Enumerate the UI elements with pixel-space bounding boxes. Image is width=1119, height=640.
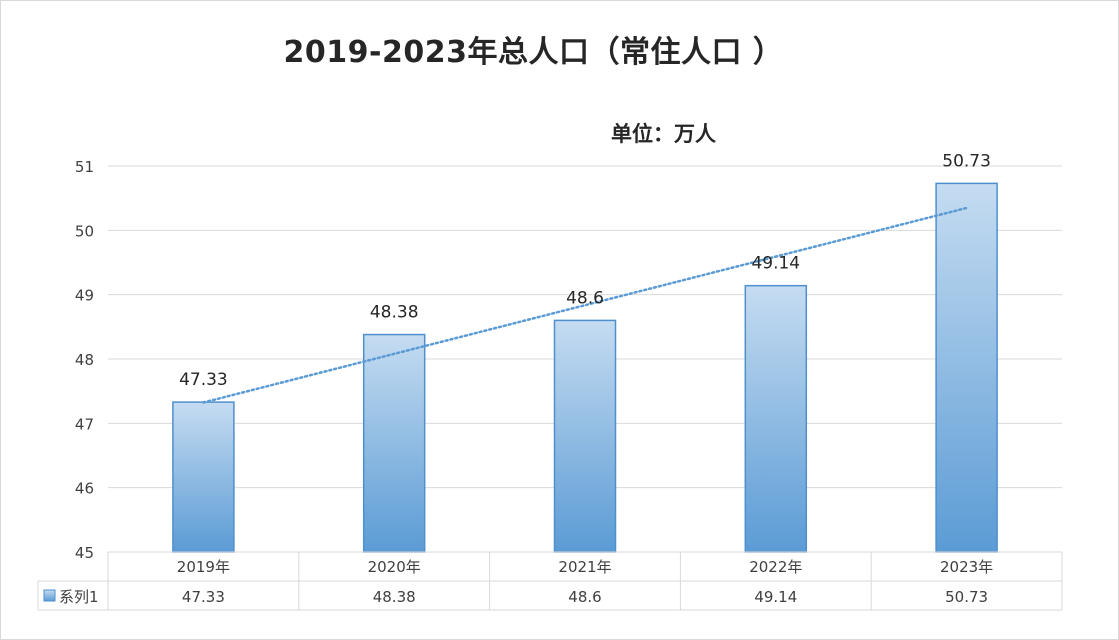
y-tick-label: 51 (75, 158, 94, 176)
chart-title: 2019-2023年总人口（常住人口 ） (283, 35, 784, 70)
bar (553, 319, 617, 553)
data-label: 47.33 (179, 370, 228, 390)
x-category-label: 2020年 (368, 558, 421, 576)
data-label: 48.38 (370, 303, 419, 323)
table-value: 49.14 (754, 588, 797, 606)
y-tick-label: 46 (75, 480, 94, 498)
bar (935, 182, 998, 553)
data-label: 49.14 (751, 254, 800, 274)
series-name: 系列1 (59, 588, 99, 606)
y-tick-label: 45 (75, 544, 94, 562)
y-tick-label: 50 (75, 222, 94, 240)
bar (362, 333, 426, 553)
legend-key (43, 589, 56, 602)
table-value: 48.6 (568, 588, 601, 606)
y-tick-label: 47 (75, 415, 94, 433)
data-label: 48.6 (566, 288, 604, 308)
table-value: 48.38 (373, 588, 416, 606)
table-value: 50.73 (945, 588, 988, 606)
y-tick-label: 48 (75, 351, 94, 369)
x-category-label: 2021年 (558, 558, 611, 576)
chart-unit-label: 单位：万人 (611, 122, 716, 146)
x-category-label: 2019年 (177, 558, 230, 576)
bar (744, 284, 808, 553)
x-category-label: 2023年 (940, 558, 993, 576)
table-value: 47.33 (182, 588, 225, 606)
data-label: 50.73 (942, 151, 991, 171)
x-category-label: 2022年 (749, 558, 802, 576)
y-tick-label: 49 (75, 287, 94, 305)
bar (172, 401, 235, 553)
trendline (202, 206, 968, 404)
